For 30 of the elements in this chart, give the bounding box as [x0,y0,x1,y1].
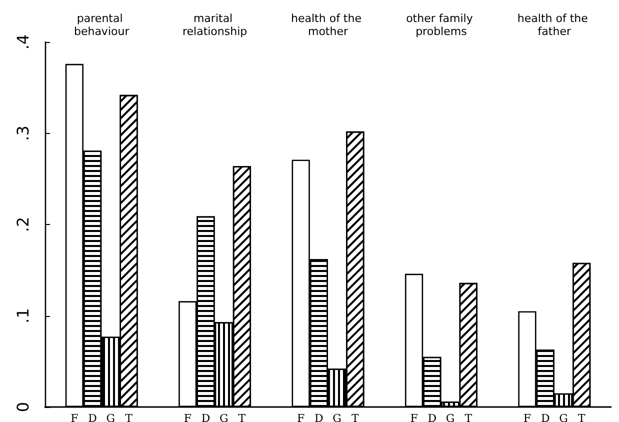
text: F [523,412,532,422]
text: T [238,412,246,422]
y-tick-label: .3 [14,126,32,141]
x-tick-label: parental behaviour [74,12,130,38]
series-label: G [106,412,116,422]
text: G [219,412,228,422]
y-tick-label: .1 [14,308,32,324]
x-tick-label: other family problems [406,12,476,38]
series-label: T [125,412,134,422]
x-tick-label: health of the mother [291,12,365,38]
text: D [540,412,550,422]
text: G [446,412,455,422]
y-tick-label: 0 [14,402,32,412]
text: G [332,412,342,422]
text: F [297,412,305,422]
text: G [559,412,568,422]
text: D [201,412,210,422]
x-tick-label: health of the father [517,12,592,38]
x-tick-label: marital relationship [182,12,248,38]
text: D [314,412,324,422]
text: F [184,412,192,422]
text: T [578,412,586,422]
series-label: D [88,412,98,422]
y-tick-label: .4 [14,34,32,50]
y-tick-label: .2 [14,216,32,232]
text: D [428,412,437,422]
text: T [464,412,472,422]
series-label: F [70,412,79,422]
text: F [410,412,418,422]
text: T [351,412,359,422]
